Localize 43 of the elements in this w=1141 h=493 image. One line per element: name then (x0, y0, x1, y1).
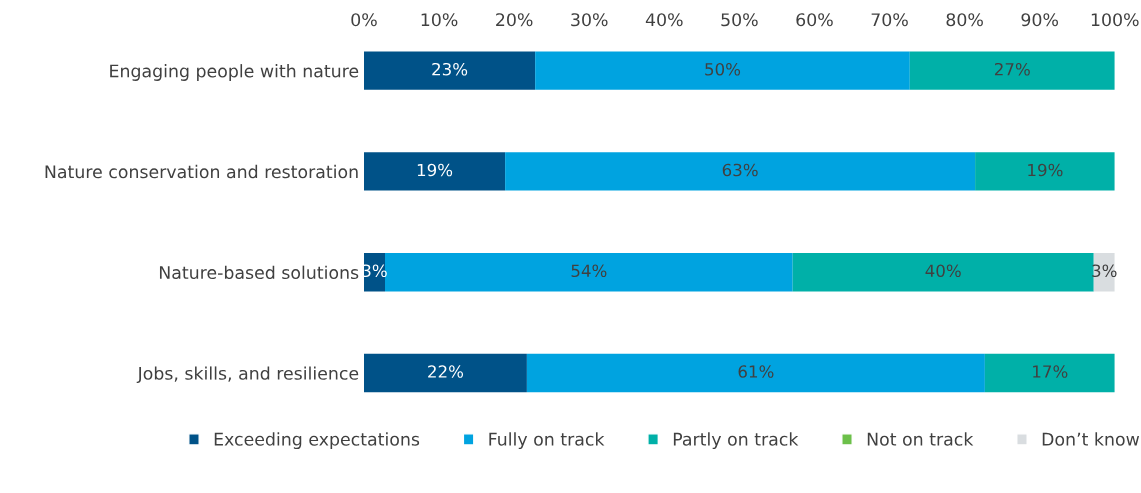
data-label: 54% (571, 264, 607, 278)
legend-label: Fully on track (489, 432, 605, 450)
bar (535, 51, 910, 90)
x-tick-label: 80% (946, 13, 983, 27)
y-tick-label: Nature-based solutions (159, 265, 359, 280)
x-tick-label: 90% (1021, 13, 1059, 27)
legend-label: Not on track (867, 432, 974, 446)
legend-label: Exceeding expectations (214, 432, 420, 450)
data-label: 27% (994, 62, 1030, 76)
data-label: 19% (1028, 163, 1063, 177)
bar (984, 353, 1115, 393)
data-label: 19% (417, 163, 453, 177)
x-tick-label: 60% (796, 13, 833, 27)
data-label: 61% (738, 365, 774, 378)
x-tick-label: 40% (645, 13, 683, 27)
data-label: 23% (432, 62, 468, 76)
x-tick-label: 20% (496, 13, 533, 27)
y-tick-label: Jobs, skills, and resilience (136, 366, 359, 384)
x-tick-label: 50% (721, 13, 758, 27)
bar (363, 353, 527, 393)
bar (363, 152, 506, 191)
bar (975, 152, 1115, 191)
bar (505, 152, 976, 191)
bar (385, 253, 793, 292)
data-label: 40% (925, 264, 961, 278)
bar (363, 51, 536, 90)
legend-label: Partly on track (673, 432, 799, 450)
data-label: 17% (1033, 365, 1068, 378)
data-label: 63% (722, 163, 758, 177)
data-label: 22% (428, 365, 464, 378)
data-label: 50% (705, 62, 741, 76)
x-tick-label: 0% (351, 13, 377, 27)
bar (526, 353, 985, 393)
y-tick-label: Nature conservation and restoration (45, 164, 358, 179)
x-tick-label: 100% (1091, 13, 1139, 27)
x-tick-label: 30% (571, 13, 608, 27)
bar (792, 253, 1094, 292)
data-label: 3% (362, 264, 387, 278)
x-tick-label: 70% (871, 13, 908, 27)
x-tick-label: 10% (421, 13, 458, 27)
bar (909, 51, 1115, 90)
y-tick-label: Engaging people with nature (110, 64, 359, 81)
legend-label: Don’t know (1042, 432, 1140, 446)
